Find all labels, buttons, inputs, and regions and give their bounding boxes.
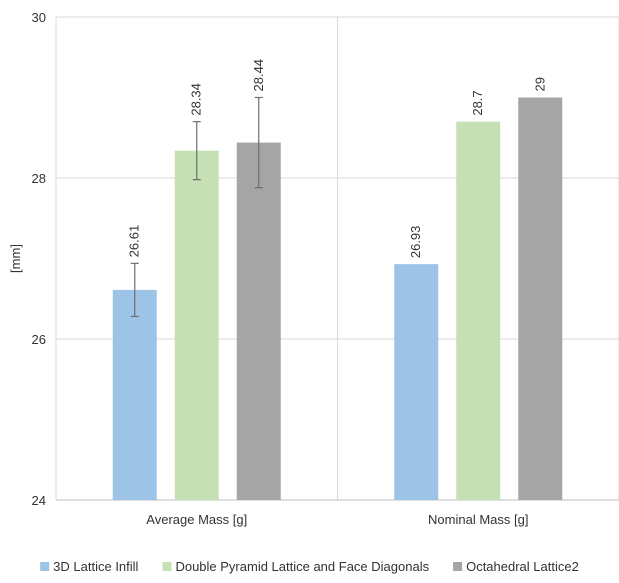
bar <box>174 150 219 500</box>
legend-swatch <box>40 562 50 571</box>
y-tick-label: 26 <box>32 332 46 347</box>
y-tick-label: 28 <box>32 171 46 186</box>
legend-label: Double Pyramid Lattice and Face Diagonal… <box>175 559 429 574</box>
bars <box>112 97 563 501</box>
bar <box>112 289 157 500</box>
legend-item: 3D Lattice Infill <box>40 559 139 574</box>
data-label: 26.93 <box>408 226 423 259</box>
bar <box>236 142 281 500</box>
y-tick-label: 30 <box>32 10 46 25</box>
x-category-label: Nominal Mass [g] <box>428 512 528 527</box>
data-label: 28.34 <box>189 83 204 116</box>
data-label: 28.44 <box>251 59 266 92</box>
legend-label: 3D Lattice Infill <box>53 559 138 574</box>
legend-label: Octahedral Lattice2 <box>466 559 579 574</box>
x-category-label: Average Mass [g] <box>146 512 247 527</box>
data-label: 29 <box>532 77 547 91</box>
legend-swatch <box>162 562 172 571</box>
data-label: 26.61 <box>127 225 142 258</box>
y-tick-label: 24 <box>32 493 46 508</box>
data-labels: 26.61 28.34 28.44 26.93 28.7 29 <box>127 59 548 258</box>
bar <box>456 121 501 501</box>
y-axis-title: [mm] <box>8 244 23 273</box>
error-bars <box>130 96 263 318</box>
bar <box>394 264 439 500</box>
bar <box>518 97 563 500</box>
legend-item: Octahedral Lattice2 <box>453 559 579 574</box>
data-label: 28.7 <box>470 90 485 115</box>
legend-item: Double Pyramid Lattice and Face Diagonal… <box>162 559 430 574</box>
legend: 3D Lattice Infill Double Pyramid Lattice … <box>40 559 579 574</box>
legend-swatch <box>453 562 463 571</box>
